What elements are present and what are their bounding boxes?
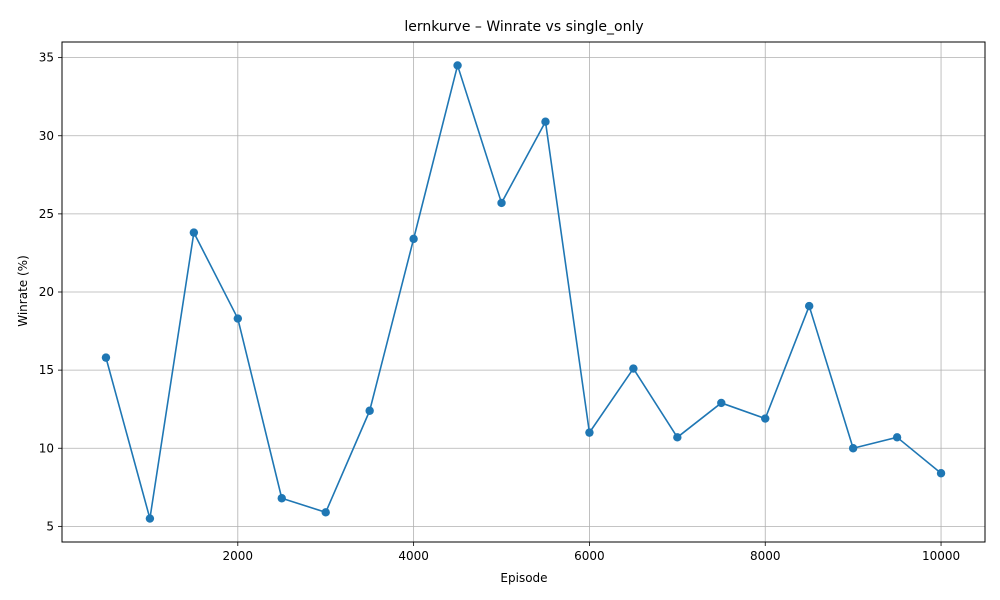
data-point [365, 406, 374, 415]
x-tick-label: 6000 [574, 549, 605, 563]
x-tick-label: 10000 [922, 549, 960, 563]
data-point [848, 444, 858, 453]
y-tick-label: 30 [39, 129, 54, 143]
y-tick-label: 25 [39, 207, 54, 221]
y-tick-label: 35 [39, 51, 54, 65]
data-point [497, 198, 506, 208]
data-point [541, 117, 550, 126]
data-point [321, 508, 330, 517]
grid-lines [62, 42, 985, 542]
chart-title: lernkurve – Winrate vs single_only [404, 19, 643, 35]
y-axis-ticks: 5 10 15 20 25 30 35 [39, 51, 62, 533]
data-point [585, 428, 594, 437]
y-tick-label: 10 [39, 441, 54, 455]
data-point [145, 514, 155, 523]
data-point [277, 494, 286, 503]
y-tick-label: 20 [39, 285, 54, 299]
data-point [453, 61, 462, 70]
series-line [105, 64, 942, 520]
data-point [629, 364, 638, 373]
x-tick-label: 2000 [223, 549, 254, 563]
data-point [804, 301, 814, 311]
data-point [892, 433, 902, 442]
data-point [936, 469, 946, 478]
data-point [101, 353, 111, 362]
x-axis-label: Episode [500, 571, 547, 585]
x-tick-label: 8000 [750, 549, 781, 563]
data-point [409, 234, 418, 244]
y-axis-label: Winrate (%) [16, 255, 30, 327]
y-tick-label: 15 [39, 363, 54, 377]
data-point [717, 398, 726, 408]
y-tick-label: 5 [46, 519, 54, 533]
data-series [101, 61, 946, 523]
x-axis-ticks: 2000 4000 6000 8000 10000 [223, 542, 960, 563]
data-point [673, 433, 682, 442]
data-point [189, 228, 199, 237]
data-point [233, 314, 243, 323]
data-point [761, 414, 770, 423]
x-tick-label: 4000 [398, 549, 429, 563]
